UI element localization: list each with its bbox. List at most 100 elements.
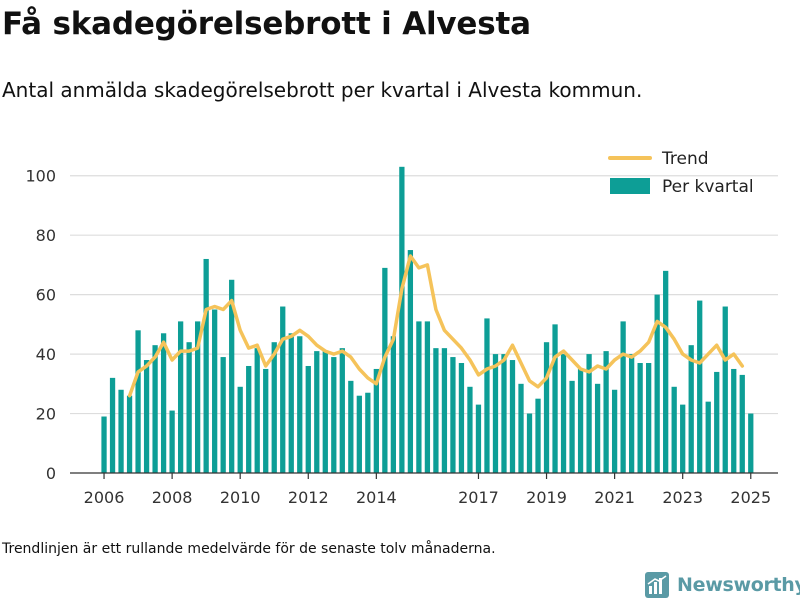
bar xyxy=(220,357,226,473)
legend-bar-label: Per kvartal xyxy=(662,177,754,197)
trend-line xyxy=(127,254,745,398)
bar xyxy=(177,321,184,473)
bar xyxy=(722,306,728,473)
bar xyxy=(671,386,677,473)
bar xyxy=(280,306,286,473)
bar xyxy=(450,357,456,473)
bar xyxy=(322,351,328,473)
bar xyxy=(603,351,609,473)
bar xyxy=(714,371,720,473)
bar xyxy=(594,383,601,473)
bar xyxy=(688,345,694,473)
bar xyxy=(731,368,737,473)
bar xyxy=(543,342,550,473)
bar xyxy=(348,380,354,473)
bar xyxy=(297,336,303,473)
bar xyxy=(135,330,141,473)
trend-series xyxy=(127,254,745,398)
bar xyxy=(492,354,499,473)
bar xyxy=(101,416,107,473)
bar xyxy=(237,386,243,473)
bar xyxy=(433,348,439,473)
bar xyxy=(407,250,414,473)
legend: Trend Per kvartal xyxy=(608,149,754,197)
gridlines xyxy=(70,175,778,415)
bar xyxy=(552,324,558,473)
bar xyxy=(212,309,218,473)
bar xyxy=(467,386,473,473)
bar xyxy=(195,321,201,473)
bar xyxy=(314,351,320,473)
bar xyxy=(569,380,575,473)
bar xyxy=(246,365,252,473)
chart-canvas: 0 20 40 60 80 100 2006 2008 2010 2012 2014 2017 2019… xyxy=(25,149,778,507)
x-tick-label: 2025 xyxy=(730,488,771,507)
bar xyxy=(620,321,626,473)
y-tick-label: 60 xyxy=(36,286,56,305)
bar xyxy=(331,357,337,473)
bar xyxy=(356,395,362,473)
x-tick-label: 2021 xyxy=(594,488,635,507)
bar xyxy=(382,267,388,473)
bar xyxy=(458,363,465,473)
bar xyxy=(628,354,635,473)
y-tick-label: 80 xyxy=(36,226,56,245)
bar xyxy=(518,383,524,473)
bar xyxy=(501,354,507,473)
bar xyxy=(535,398,541,473)
bar xyxy=(705,401,711,473)
bar xyxy=(390,336,397,473)
x-tick-label: 2010 xyxy=(220,488,261,507)
bar-series xyxy=(101,166,754,473)
bar xyxy=(305,365,311,473)
brand-logo[interactable]: Newsworthy xyxy=(645,570,800,600)
bar xyxy=(577,368,584,473)
chart-subtitle: Antal anmälda skadegörelsebrott per kvar… xyxy=(2,78,643,102)
bar xyxy=(416,321,422,473)
bar xyxy=(424,321,431,473)
y-tick-label: 0 xyxy=(46,464,56,483)
bar xyxy=(509,360,516,473)
y-tick-label: 100 xyxy=(25,167,56,186)
bar xyxy=(526,413,533,473)
bar xyxy=(560,354,567,473)
bar xyxy=(441,348,448,473)
y-tick-label: 40 xyxy=(36,345,56,364)
bar xyxy=(143,360,150,473)
x-tick-label: 2017 xyxy=(458,488,499,507)
bar xyxy=(399,166,405,473)
legend-bar-swatch xyxy=(610,178,650,194)
bar xyxy=(169,410,175,473)
bar xyxy=(748,413,754,473)
bar xyxy=(339,348,345,473)
chart-title: Få skadegörelsebrott i Alvesta xyxy=(2,6,531,42)
bar xyxy=(126,395,133,473)
newsworthy-logo-icon xyxy=(645,572,669,598)
bar xyxy=(263,368,269,473)
bar xyxy=(271,342,277,473)
bar xyxy=(646,363,652,473)
brand-name: Newsworthy xyxy=(677,574,800,596)
x-tick-label: 2023 xyxy=(662,488,703,507)
bar xyxy=(586,354,592,473)
bar xyxy=(680,404,686,473)
x-tick-label: 2012 xyxy=(288,488,329,507)
legend-trend-label: Trend xyxy=(661,149,709,169)
y-tick-label: 20 xyxy=(36,405,56,424)
bar xyxy=(160,333,167,473)
bar xyxy=(611,389,618,473)
bar xyxy=(373,368,379,473)
x-tick-label: 2008 xyxy=(152,488,193,507)
bar xyxy=(637,363,643,473)
bar xyxy=(484,318,490,473)
bar xyxy=(697,300,703,473)
bar xyxy=(229,279,235,473)
bar xyxy=(254,348,260,473)
axes: 0 20 40 60 80 100 2006 2008 2010 2012 2014 2017 2019… xyxy=(25,167,778,507)
x-tick-label: 2019 xyxy=(526,488,567,507)
bar xyxy=(475,404,482,473)
x-tick-label: 2006 xyxy=(84,488,125,507)
bar xyxy=(739,374,745,473)
bar xyxy=(663,270,669,473)
bar xyxy=(118,389,124,473)
